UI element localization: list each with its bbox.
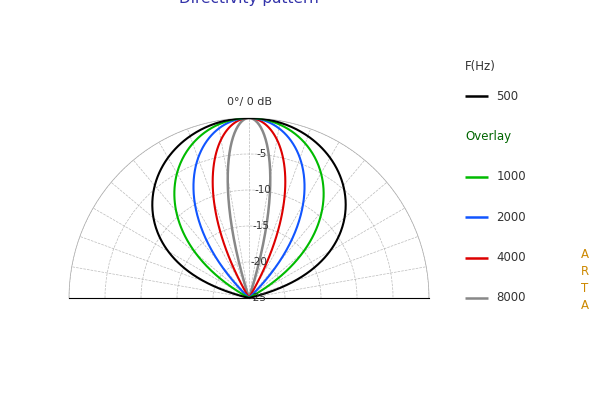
Text: -10: -10 (254, 185, 272, 195)
Text: F(Hz): F(Hz) (465, 60, 496, 73)
Text: -15: -15 (253, 221, 270, 231)
Text: Overlay: Overlay (465, 130, 511, 143)
Text: -20: -20 (251, 257, 268, 267)
Text: 500: 500 (497, 90, 518, 103)
Text: A
R
T
A: A R T A (581, 248, 589, 312)
Text: 2000: 2000 (497, 211, 526, 224)
Text: 4000: 4000 (497, 251, 526, 264)
Title: Directivity pattern: Directivity pattern (179, 0, 319, 6)
Text: -5: -5 (257, 149, 267, 159)
Text: 8000: 8000 (497, 291, 526, 304)
Text: -25: -25 (249, 293, 266, 303)
Text: 0°/ 0 dB: 0°/ 0 dB (227, 97, 272, 107)
Text: 1000: 1000 (497, 170, 526, 184)
